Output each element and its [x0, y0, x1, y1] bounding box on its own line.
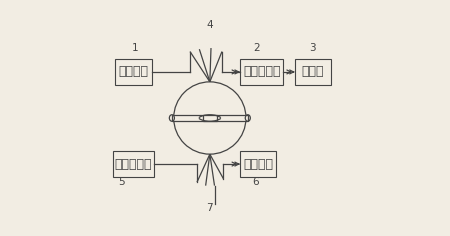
- Bar: [203, 115, 217, 121]
- Text: 5: 5: [118, 177, 125, 187]
- Text: 6: 6: [252, 177, 259, 187]
- Text: 吸附气系统: 吸附气系统: [115, 158, 152, 171]
- FancyBboxPatch shape: [240, 59, 284, 85]
- Text: 进气系统: 进气系统: [118, 65, 148, 78]
- Text: 4: 4: [207, 20, 213, 30]
- Text: 7: 7: [207, 203, 213, 213]
- FancyBboxPatch shape: [295, 59, 331, 85]
- Text: 1: 1: [132, 43, 139, 53]
- Text: 反应吸附炉: 反应吸附炉: [243, 65, 280, 78]
- Text: 检测器: 检测器: [302, 65, 324, 78]
- FancyBboxPatch shape: [115, 59, 152, 85]
- Text: 排出系统: 排出系统: [243, 158, 273, 171]
- Text: 3: 3: [309, 43, 316, 53]
- FancyBboxPatch shape: [240, 151, 276, 177]
- Bar: [172, 115, 248, 121]
- Text: 2: 2: [253, 43, 260, 53]
- FancyBboxPatch shape: [113, 151, 154, 177]
